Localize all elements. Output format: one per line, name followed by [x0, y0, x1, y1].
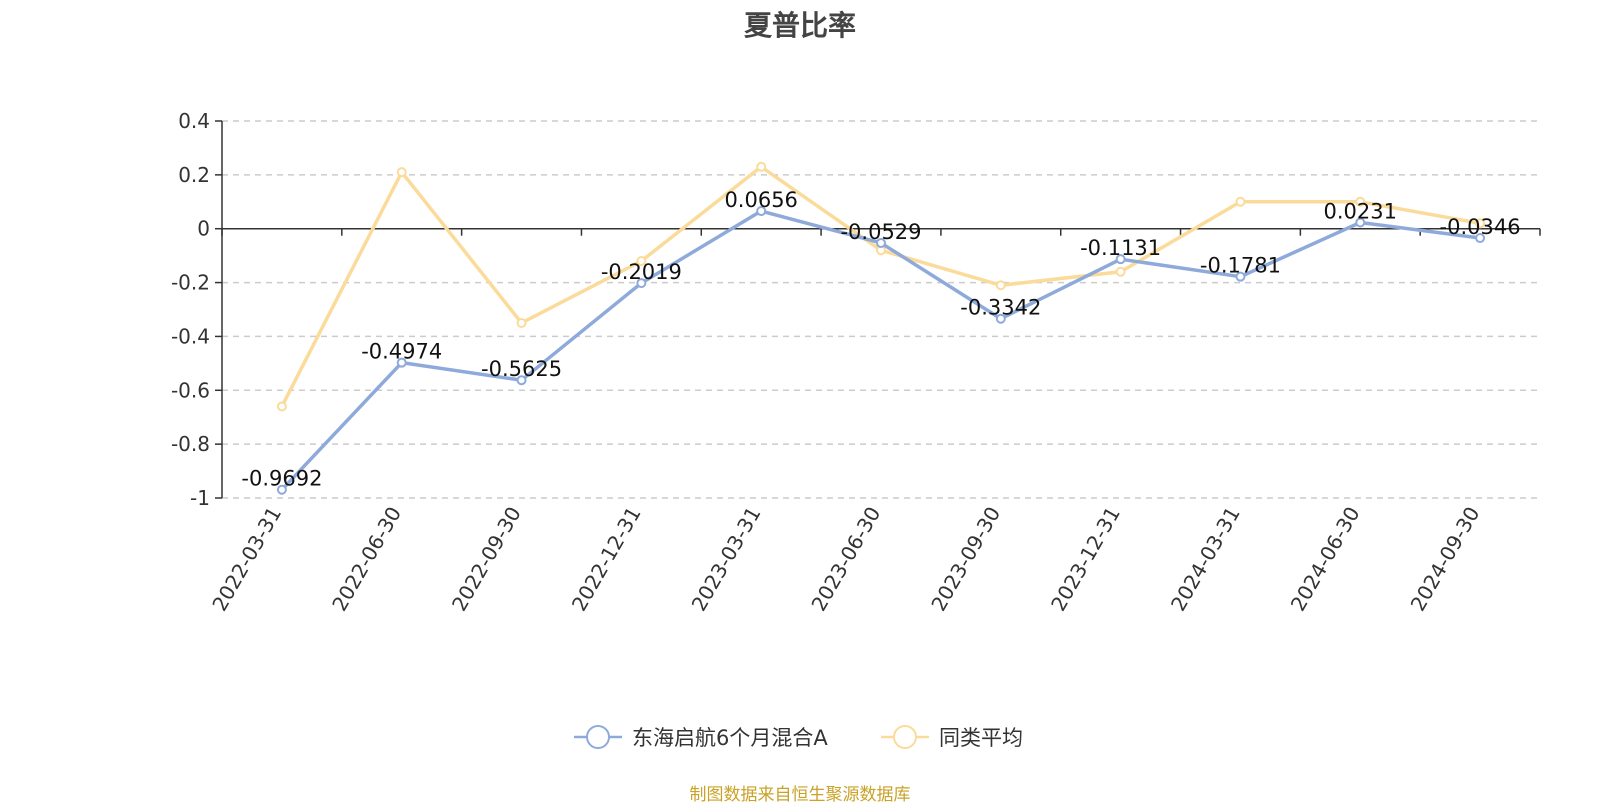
fund-point[interactable]	[276, 484, 287, 495]
legend-item-fund[interactable]: 东海启航6个月混合A	[574, 725, 828, 750]
y-tick-label: -0.6	[171, 378, 210, 402]
fund-point[interactable]	[516, 375, 527, 386]
fund-point[interactable]	[1475, 233, 1486, 244]
data-label: -0.3342	[960, 296, 1041, 320]
fund-point[interactable]	[1115, 254, 1126, 265]
fund-point[interactable]	[1235, 271, 1246, 282]
x-tick-label: 2023-09-30	[926, 502, 1005, 615]
fund-point[interactable]	[756, 206, 767, 217]
data-label: -0.0529	[840, 220, 921, 244]
data-label: -0.4974	[361, 340, 442, 364]
y-tick-label: -0.8	[171, 432, 210, 456]
fund-point[interactable]	[636, 278, 647, 289]
y-tick-label: 0.2	[178, 163, 210, 187]
data-label: -0.1131	[1080, 236, 1161, 260]
data-labels: -0.9692 -0.4974 -0.5625 -0.2019 0.0656 -0.052…	[241, 188, 1520, 491]
average-point[interactable]	[995, 280, 1006, 291]
series-lines	[276, 161, 1486, 495]
grid-lines	[222, 120, 1540, 499]
x-tick-label: 2024-03-31	[1166, 503, 1245, 616]
x-tick-label: 2023-03-31	[687, 503, 766, 616]
x-tick-label: 2024-06-30	[1286, 503, 1365, 616]
y-tick-label: -1	[190, 486, 210, 510]
fund-point[interactable]	[995, 313, 1006, 324]
x-tick-label: 2022-12-31	[567, 503, 646, 616]
legend-circle-icon	[586, 725, 610, 749]
average-point[interactable]	[516, 317, 527, 328]
average-point[interactable]	[756, 161, 767, 172]
data-label: -0.0346	[1440, 215, 1521, 239]
legend-label: 东海启航6个月混合A	[632, 726, 828, 750]
y-tick-label: 0.4	[178, 109, 210, 133]
average-point[interactable]	[1355, 196, 1366, 207]
x-tick-label: 2024-09-30	[1406, 503, 1485, 616]
data-label: -0.1781	[1200, 254, 1281, 278]
average-point[interactable]	[396, 167, 407, 178]
average-point[interactable]	[636, 256, 647, 267]
x-tick-label: 2022-03-31	[207, 503, 286, 616]
data-label: -0.2019	[601, 260, 682, 284]
data-label: -0.9692	[241, 467, 322, 491]
fund-point[interactable]	[1355, 217, 1366, 228]
y-tick-label: -0.2	[171, 271, 210, 295]
chart-title: 夏普比率	[743, 9, 856, 42]
legend-label: 同类平均	[939, 726, 1023, 750]
average-point[interactable]	[276, 401, 287, 412]
x-tick-label: 2023-06-30	[806, 503, 885, 616]
legend-item-average[interactable]: 同类平均	[881, 725, 1023, 750]
average-point[interactable]	[1115, 266, 1126, 277]
average-point[interactable]	[1235, 196, 1246, 207]
data-label: 0.0231	[1324, 199, 1397, 223]
source-note: 制图数据来自恒生聚源数据库	[689, 785, 911, 805]
legend[interactable]: 东海启航6个月混合A 同类平均	[574, 725, 1023, 750]
fund-point[interactable]	[876, 237, 886, 248]
legend-circle-icon	[893, 725, 917, 749]
x-tick-label: 2022-06-30	[327, 503, 406, 616]
x-tick-label: 2023-12-31	[1046, 503, 1125, 616]
data-label: -0.5625	[481, 357, 562, 381]
y-tick-label: -0.4	[171, 324, 210, 348]
average-point[interactable]	[1475, 218, 1486, 229]
data-label: 0.0656	[724, 188, 797, 212]
fund-point[interactable]	[396, 357, 407, 368]
x-tick-label: 2022-09-30	[447, 503, 526, 616]
y-tick-label: 0	[197, 217, 210, 241]
